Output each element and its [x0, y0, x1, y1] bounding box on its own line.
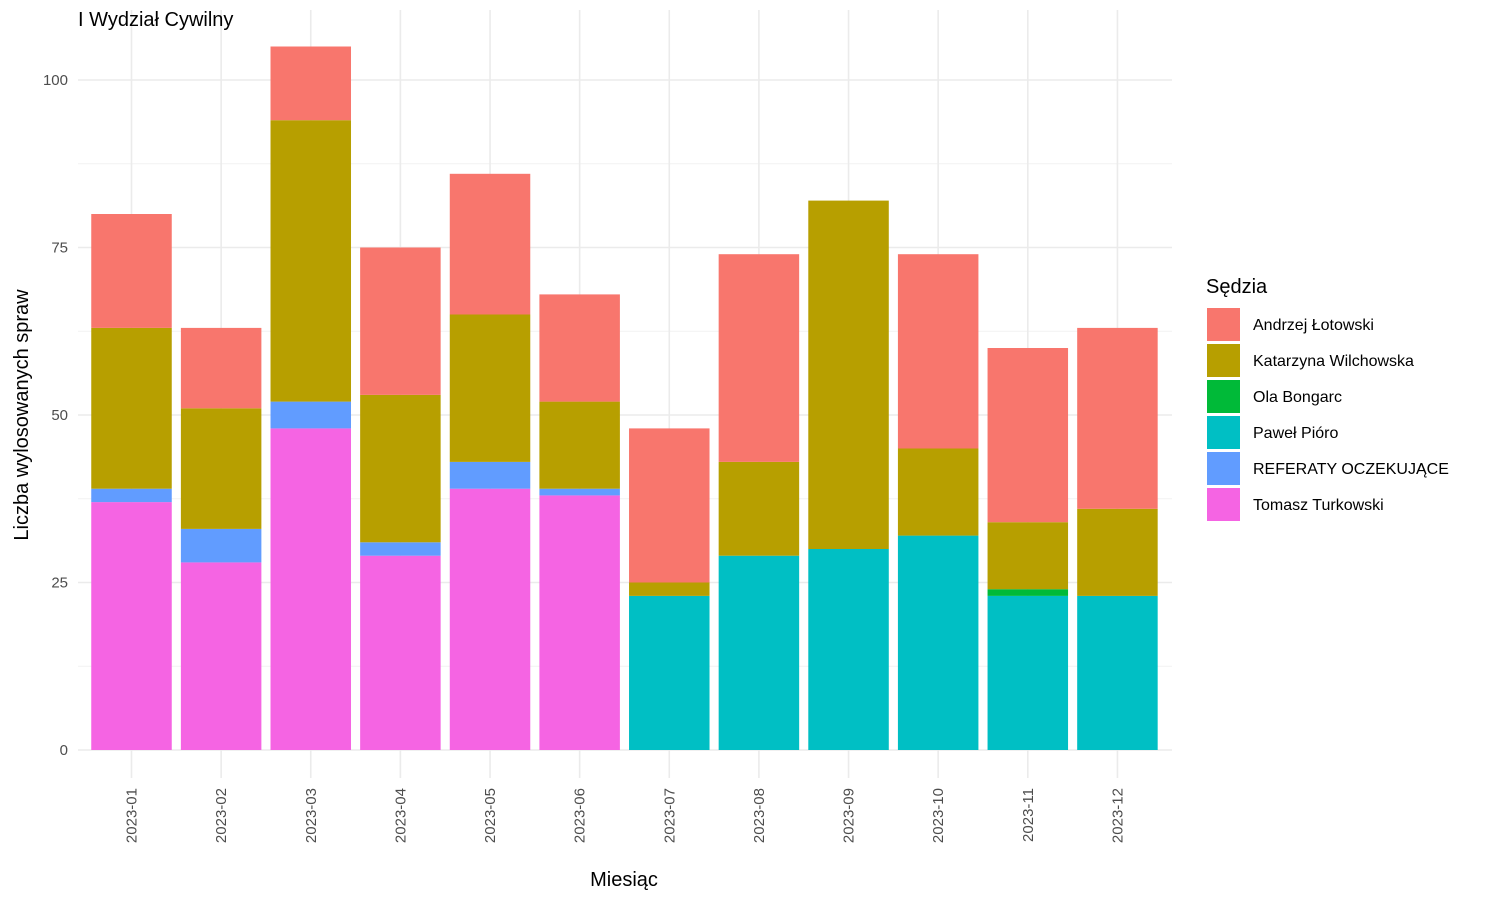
x-tick-label: 2023-06	[572, 788, 589, 843]
bar-segment	[449, 314, 531, 462]
x-tick-label: 2023-08	[751, 788, 768, 843]
legend-label: Tomasz Turkowski	[1253, 497, 1384, 514]
legend-label: Paweł Pióro	[1253, 425, 1338, 442]
bar-segment	[180, 562, 262, 750]
bar-segment	[539, 495, 620, 750]
legend-title: Sędzia	[1206, 276, 1268, 298]
bar-segment	[1077, 508, 1158, 596]
x-tick-label: 2023-09	[841, 788, 858, 843]
bar-segment	[987, 589, 1069, 596]
bar-segment	[718, 461, 800, 556]
bar-segment	[629, 582, 710, 596]
y-axis: 0 25 50 75 100	[43, 72, 68, 759]
y-tick-label: 0	[60, 742, 68, 759]
bar-segment	[897, 535, 979, 750]
legend-swatch	[1207, 344, 1240, 377]
bar-segment	[718, 254, 800, 462]
x-tick-label: 2023-02	[213, 788, 230, 843]
bar-segment	[270, 46, 352, 121]
y-tick-label: 25	[51, 575, 68, 592]
bar-segment	[180, 327, 262, 409]
bar-segment	[629, 428, 710, 583]
bar-segment	[897, 254, 979, 449]
bar-segment	[270, 401, 352, 429]
bar-segment	[360, 247, 441, 395]
x-tick-label: 2023-10	[930, 788, 947, 843]
bar-segment	[808, 549, 889, 750]
bar-segment	[270, 120, 352, 402]
chart-title: I Wydział Cywilny	[78, 9, 233, 31]
bar-segment	[449, 461, 531, 489]
legend-label: Ola Bongarc	[1253, 389, 1342, 406]
legend-swatch	[1207, 488, 1240, 521]
bar-segment	[270, 428, 352, 750]
legend-swatch	[1207, 452, 1240, 485]
legend-label: Katarzyna Wilchowska	[1253, 353, 1414, 370]
x-tick-label: 2023-11	[1020, 788, 1037, 842]
x-tick-label: 2023-05	[482, 788, 499, 843]
bar-segment	[629, 595, 710, 750]
bar-segment	[449, 173, 531, 315]
bar-segment	[539, 488, 620, 496]
bar-segment	[1077, 327, 1158, 509]
bar-segment	[539, 294, 620, 402]
y-tick-label: 100	[43, 72, 68, 89]
y-tick-label: 50	[51, 407, 68, 424]
bar-segment	[91, 502, 172, 750]
bars	[91, 46, 1158, 750]
x-axis: 2023-01 2023-02 2023-03 2023-04 2023-05 2023-…	[124, 788, 1127, 843]
bar-segment	[360, 394, 441, 543]
legend-label: Andrzej Łotowski	[1253, 317, 1374, 334]
y-tick-label: 75	[51, 240, 68, 257]
bar-segment	[91, 327, 172, 489]
legend-swatch	[1207, 416, 1240, 449]
legend-swatch	[1207, 380, 1240, 413]
bar-segment	[987, 348, 1069, 523]
legend: Sędzia Andrzej Łotowski Katarzyna Wilchow…	[1206, 276, 1449, 521]
x-tick-label: 2023-01	[124, 788, 141, 843]
bar-segment	[180, 528, 262, 563]
y-axis-title: Liczba wylosowanych spraw	[11, 289, 33, 541]
bar-segment	[718, 555, 800, 750]
bar-segment	[360, 542, 441, 556]
bar-segment	[987, 595, 1069, 750]
x-tick-label: 2023-03	[303, 788, 320, 843]
x-tick-label: 2023-04	[392, 788, 409, 843]
bar-segment	[1077, 595, 1158, 750]
bar-segment	[91, 214, 172, 328]
legend-swatch	[1207, 308, 1240, 341]
x-tick-label: 2023-07	[661, 788, 678, 843]
bar-segment	[91, 488, 172, 503]
x-tick-label: 2023-12	[1109, 788, 1126, 843]
bar-segment	[360, 555, 441, 750]
x-axis-title: Miesiąc	[590, 869, 658, 891]
bar-segment	[897, 448, 979, 536]
bar-segment	[449, 488, 531, 750]
bar-segment	[808, 200, 889, 549]
bar-segment	[180, 408, 262, 529]
bar-segment	[539, 401, 620, 489]
bar-segment	[987, 522, 1069, 590]
legend-label: REFERATY OCZEKUJĄCE	[1253, 461, 1449, 478]
